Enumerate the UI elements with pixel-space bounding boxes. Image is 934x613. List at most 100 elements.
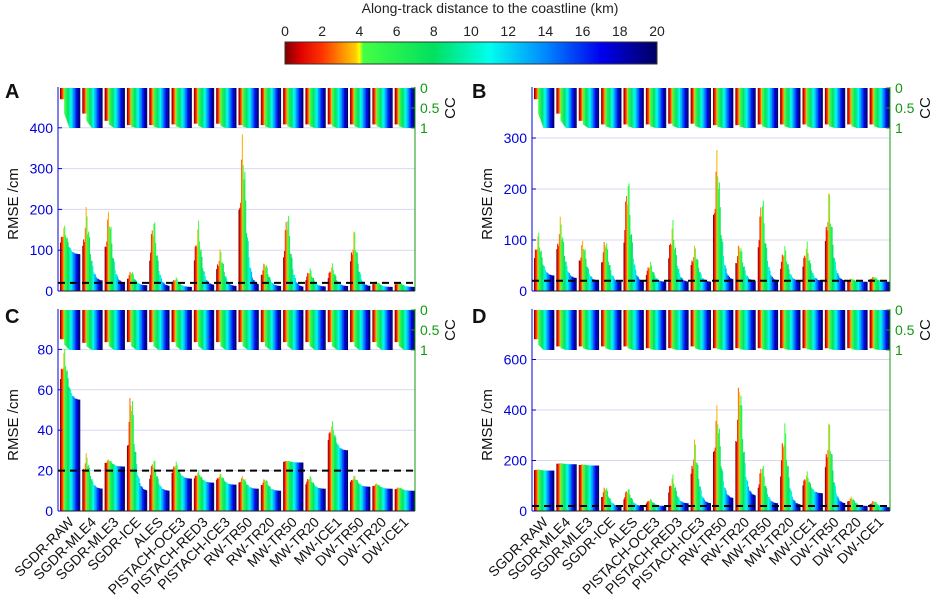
cc-bar	[358, 88, 360, 128]
rmse-bar	[798, 504, 800, 511]
rmse-bar	[559, 463, 561, 511]
cc-bar	[746, 310, 748, 350]
cc-bar	[796, 88, 798, 128]
rmse-bar	[611, 274, 613, 291]
rmse-bar	[657, 280, 659, 291]
cc-bar	[682, 310, 684, 350]
rmse-bar	[767, 496, 769, 511]
cc-bar	[66, 88, 68, 122]
rmse-bar	[749, 490, 751, 511]
cc-bar	[560, 310, 562, 349]
cc-bar	[573, 88, 575, 128]
rmse-bar	[669, 244, 671, 291]
rmse-bar	[89, 475, 91, 511]
rmse-bar	[121, 281, 123, 291]
rmse-bar	[302, 286, 304, 291]
cc-bar	[354, 88, 356, 127]
cc-bar	[607, 88, 609, 127]
rmse-bar	[782, 447, 784, 511]
cc-bar	[573, 310, 575, 350]
cc-bar	[267, 310, 269, 349]
rmse-bar	[597, 280, 599, 291]
rmse-bar	[848, 280, 850, 291]
rmse-bar	[138, 283, 140, 291]
rmse-bar	[697, 464, 699, 511]
rmse-bar	[355, 479, 357, 511]
rmse-bar	[251, 488, 253, 511]
cc-bar	[67, 310, 69, 349]
cc-bar	[598, 310, 600, 350]
cc-bar	[376, 310, 378, 347]
cc-bar	[759, 88, 761, 125]
rmse-bar	[833, 482, 835, 511]
rmse-bar	[350, 252, 352, 291]
rmse-bar	[95, 276, 97, 291]
cc-bar	[161, 310, 163, 350]
cc-bar	[781, 88, 783, 125]
rmse-bar	[362, 485, 364, 511]
cc-bar	[834, 88, 836, 128]
rmse-bar	[60, 368, 62, 511]
rmse-bar	[547, 273, 549, 291]
cc-bar	[271, 310, 273, 350]
rmse-bar	[674, 488, 676, 511]
rmse-bar	[410, 286, 412, 291]
cc-bar	[327, 310, 329, 343]
cc-bar	[297, 310, 299, 350]
rmse-bar	[89, 237, 91, 291]
rmse-bar	[116, 274, 118, 291]
rmse-bar	[321, 286, 323, 291]
cc-bar	[774, 88, 776, 128]
cc-bar	[332, 310, 334, 347]
cc-bar	[345, 88, 347, 128]
rmse-bar	[693, 439, 696, 511]
rmse-bar	[374, 283, 376, 291]
rmse-bar	[299, 462, 301, 511]
cc-bar	[579, 88, 581, 121]
rmse-bar	[553, 470, 555, 511]
cc-bar	[288, 88, 290, 127]
rmse-bar	[73, 396, 75, 511]
rmse-bar	[256, 488, 258, 511]
rmse-bar	[825, 226, 827, 291]
cc-bar	[178, 310, 180, 349]
rmse-bar	[408, 286, 410, 291]
rmse-bar	[631, 497, 633, 511]
cc-bar	[722, 88, 724, 128]
cc-bar	[796, 310, 798, 350]
rmse-bar	[317, 284, 319, 291]
cc-bar	[97, 88, 99, 128]
rmse-bar	[888, 507, 890, 511]
cc-bar	[350, 88, 352, 125]
cc-bar	[264, 88, 266, 126]
rmse-bar	[559, 216, 561, 291]
cc-bar	[203, 310, 205, 350]
cc-bar	[637, 310, 639, 350]
rmse-bar	[783, 255, 785, 291]
cc-bar	[265, 310, 267, 347]
cc-bar	[184, 310, 186, 350]
cc-bar	[383, 310, 385, 350]
cc-bar	[852, 310, 854, 350]
rmse-bar	[151, 464, 153, 511]
rmse-bar	[323, 286, 325, 291]
cc-bar	[317, 88, 320, 128]
cc-bar	[107, 310, 110, 343]
cc-bar	[879, 88, 881, 128]
cc-bar	[160, 88, 162, 128]
rmse-bar	[558, 463, 560, 511]
cc-bar	[866, 88, 868, 128]
cc-bar	[72, 310, 74, 350]
cc-bar	[206, 88, 208, 128]
cc-bar	[305, 310, 307, 343]
rmse-bar	[754, 280, 756, 291]
cc-bar	[833, 310, 835, 350]
cc-bar	[853, 310, 855, 350]
rmse-bar	[634, 503, 636, 511]
rmse-bar	[875, 502, 877, 511]
rmse-bar	[631, 234, 633, 291]
rmse-bar	[266, 267, 268, 291]
rmse-bar	[596, 280, 598, 291]
cc-bar	[365, 310, 367, 350]
